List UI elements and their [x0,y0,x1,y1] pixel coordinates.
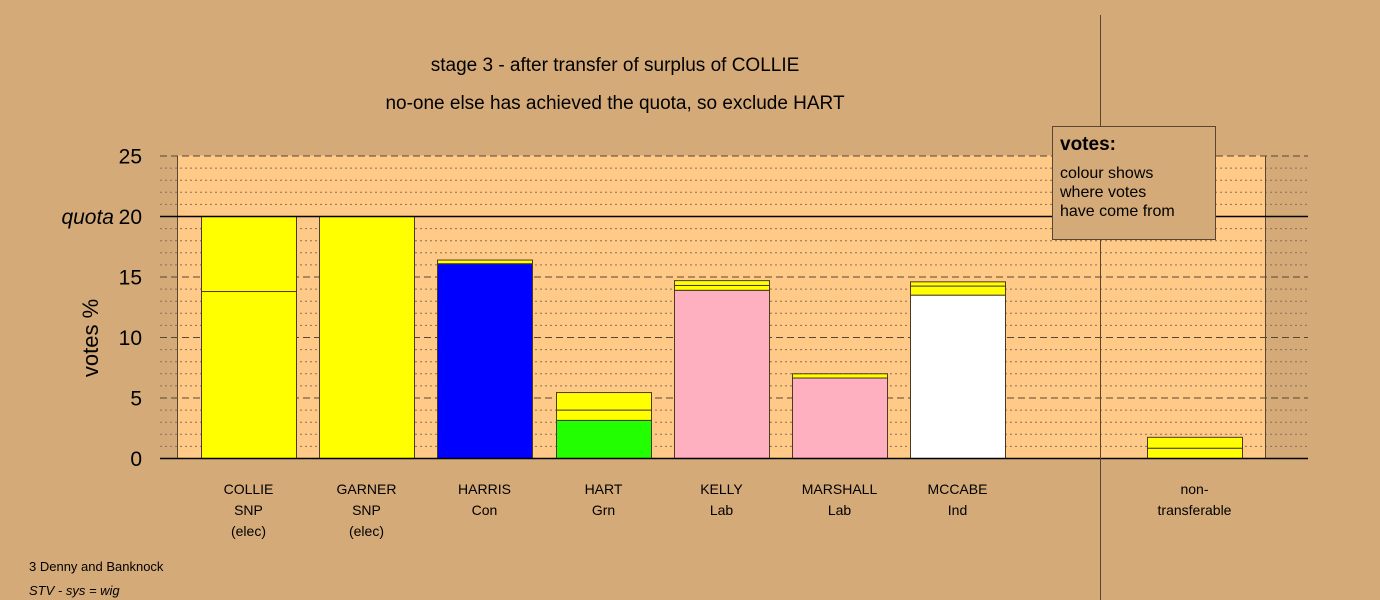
chart-title: stage 3 - after transfer of surplus of C… [430,55,800,76]
x-category-label: Grn [592,502,615,518]
bar-segment [319,216,415,459]
x-category-label: non- [1180,481,1208,497]
bar-segment [910,281,1006,287]
bar-segment [437,259,533,265]
legend-line: colour shows [1060,165,1154,182]
x-category-label: COLLIE [224,481,274,497]
x-category-label: SNP [352,502,381,518]
x-category-label: transferable [1158,502,1232,518]
bar-segment [556,392,652,411]
bar-segment [556,419,652,460]
ward-label: 3 Denny and Banknock [29,559,164,574]
legend-heading: votes: [1060,134,1116,155]
x-category-label: Lab [828,502,852,518]
x-category-label: HARRIS [458,481,511,497]
y-tick-label: 15 [119,267,142,290]
x-category-label: KELLY [700,481,743,497]
x-category-label: SNP [234,502,263,518]
y-tick-label: 20 [119,206,142,229]
bar-segment [792,377,888,459]
system-label: STV - sys = wig [29,583,120,598]
x-category-label: HART [585,481,623,497]
y-tick-label: 0 [130,448,142,471]
x-category-label: (elec) [349,523,384,539]
bar-segment [792,373,888,379]
x-category-label: Lab [710,502,734,518]
bar-segment [910,285,1006,296]
y-tick-label: 25 [119,146,142,169]
legend-line: where votes [1060,184,1147,201]
bar-segment [674,280,770,286]
bar-segment [556,409,652,421]
right-margin [1265,155,1308,458]
x-category-label: MCCABE [928,481,988,497]
bar-segment [674,284,770,291]
chart-subtitle: no-one else has achieved the quota, so e… [385,93,845,114]
legend-line: have come from [1060,203,1175,220]
bar-segment [437,263,533,459]
bar-segment [201,216,297,293]
bar-segment [674,289,770,459]
x-category-label: GARNER [337,481,397,497]
quota-label: quota [61,206,114,229]
x-category-label: MARSHALL [802,481,878,497]
x-category-label: (elec) [231,523,266,539]
x-category-label: Ind [948,502,967,518]
bar-segment [1147,436,1243,449]
legend-box: votes: colour shows where votes have com… [1052,126,1216,240]
y-tick-label: 10 [119,327,142,350]
y-tick-label: 5 [130,388,142,411]
y-axis-label: votes % [78,299,103,377]
bar-segment [201,291,297,459]
bar-segment [1147,447,1243,459]
x-category-label: Con [472,502,498,518]
bar-segment [910,294,1006,459]
